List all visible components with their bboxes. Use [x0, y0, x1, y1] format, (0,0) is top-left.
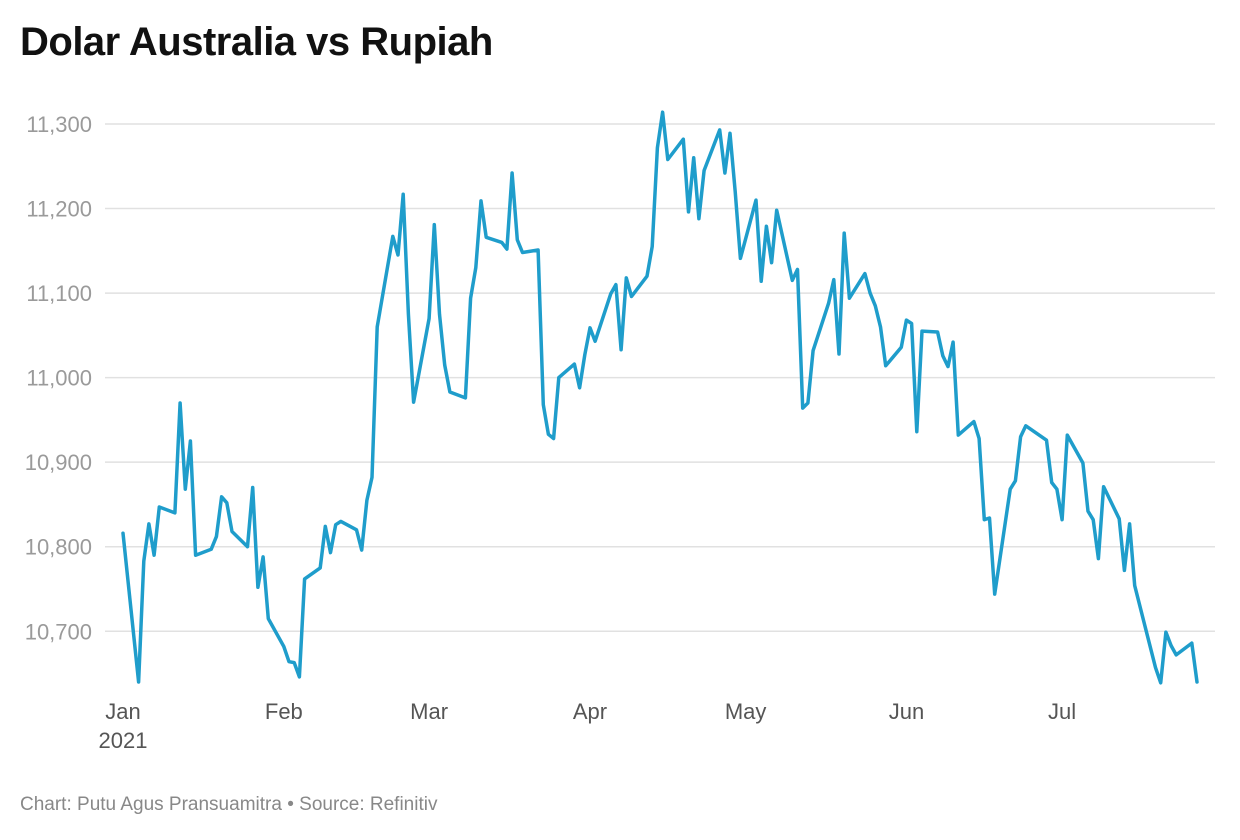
- y-tick-label: 10,900: [25, 450, 92, 475]
- series-layer: [121, 110, 1199, 685]
- x-tick-label: Mar: [410, 699, 448, 724]
- y-tick-label: 11,300: [26, 112, 92, 137]
- series-line: [121, 110, 1199, 685]
- y-tick-label: 10,800: [25, 535, 92, 560]
- y-axis-ticks: 10,700 10,800 10,900 11,000 11,100 11,200 11,3…: [25, 112, 92, 644]
- y-tick-label: 11,100: [26, 281, 92, 306]
- line-chart: 10,700 10,800 10,900 11,000 11,100 11,200 11,3…: [25, 110, 1215, 753]
- chart-title: Dolar Australia vs Rupiah: [20, 20, 493, 64]
- x-tick-label: Apr: [573, 699, 607, 724]
- x-tick-label: Jul: [1048, 699, 1076, 724]
- x-tick-label: Jan: [105, 699, 140, 724]
- y-tick-label: 11,000: [26, 366, 92, 391]
- gridlines: [105, 123, 1215, 633]
- chart-credit: Chart: Putu Agus Pransuamitra: [20, 794, 282, 815]
- footer-separator: •: [281, 794, 300, 815]
- x-tick-sublabel: 2021: [99, 728, 148, 753]
- y-tick-label: 11,200: [26, 197, 92, 222]
- x-axis-ticks: Jan 2021 Feb Mar Apr May Jun Jul: [99, 699, 1077, 753]
- x-tick-label: Feb: [265, 699, 303, 724]
- y-tick-label: 10,700: [25, 619, 92, 644]
- x-tick-label: May: [725, 699, 767, 724]
- chart-source: Source: Refinitiv: [299, 794, 438, 815]
- x-tick-label: Jun: [889, 699, 924, 724]
- chart-footer: Chart: Putu Agus Pransuamitra • Source: …: [20, 794, 437, 816]
